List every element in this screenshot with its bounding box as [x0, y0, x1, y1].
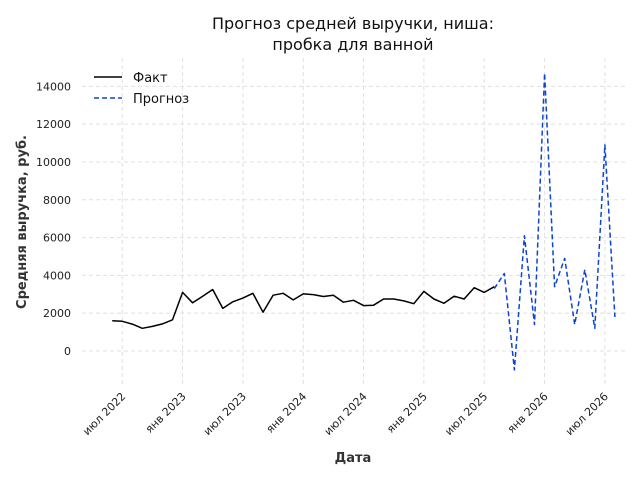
x-tick-label: янв 2025: [384, 390, 430, 436]
chart-title-line-1: Прогноз средней выручки, ниша:: [212, 14, 494, 33]
y-tick-labels: 0 2000 4000 6000 8000 10000 12000 14000: [36, 80, 71, 358]
legend-label-forecast: Прогноз: [133, 92, 189, 107]
series-line-forecast: [493, 72, 616, 371]
x-tick-label: янв 2024: [264, 390, 310, 436]
x-tick-label: янв 2026: [505, 390, 551, 436]
y-tick-label: 10000: [36, 156, 71, 169]
y-tick-label: 2000: [43, 307, 71, 320]
y-axis-label: Средняя выручка, руб.: [15, 135, 30, 309]
x-tick-label: июл 2026: [563, 390, 611, 438]
x-tick-labels: июл 2022 янв 2023 июл 2023 янв 2024 июл 2024…: [80, 390, 611, 438]
chart-title-line-2: пробка для ванной: [272, 35, 433, 54]
y-tick-label: 14000: [36, 80, 71, 93]
y-tick-label: 12000: [36, 118, 71, 131]
x-tick-label: июл 2023: [201, 390, 249, 438]
legend: Факт Прогноз: [94, 71, 189, 107]
x-tick-label: янв 2023: [143, 390, 189, 436]
y-tick-label: 4000: [43, 269, 71, 282]
x-gridlines: [121, 58, 606, 385]
y-tick-label: 6000: [43, 232, 71, 245]
y-tick-label: 0: [64, 345, 71, 358]
legend-label-fact: Факт: [133, 71, 168, 86]
x-axis-label: Дата: [335, 451, 372, 466]
series-layer: [112, 72, 616, 371]
x-tick-label: июл 2022: [80, 390, 128, 438]
series-line-fact: [112, 286, 495, 330]
y-tick-label: 8000: [43, 194, 71, 207]
y-gridlines: [82, 85, 625, 352]
x-tick-label: июл 2024: [322, 390, 370, 438]
x-tick-label: июл 2025: [442, 390, 490, 438]
